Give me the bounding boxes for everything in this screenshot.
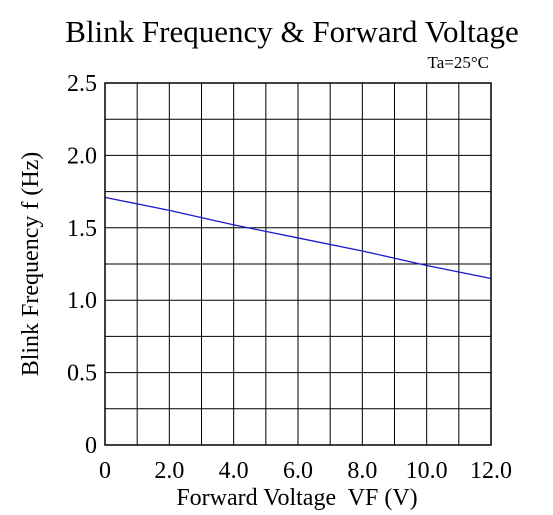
y-tick-label: 0 bbox=[85, 433, 97, 459]
grid bbox=[105, 83, 491, 445]
y-tick-label: 2.0 bbox=[67, 143, 97, 169]
series-layer bbox=[104, 196, 492, 280]
y-tick-labels: 0 0.5 1.0 1.5 2.0 2.5 bbox=[67, 71, 97, 459]
y-tick-label: 1.5 bbox=[67, 216, 97, 242]
plot-frame bbox=[104, 82, 492, 446]
x-tick-label: 10.0 bbox=[406, 458, 448, 484]
y-tick-label: 1.0 bbox=[67, 288, 97, 314]
x-tick-label: 4.0 bbox=[219, 458, 249, 484]
x-tick-label: 12.0 bbox=[470, 458, 512, 484]
y-axis-label: Blink Frequency f (Hz) bbox=[18, 152, 44, 377]
x-tick-labels: 0 2.0 4.0 6.0 8.0 10.0 12.0 bbox=[99, 458, 512, 484]
chart-title: Blink Frequency & Forward Voltage bbox=[65, 14, 518, 49]
x-tick-label: 8.0 bbox=[347, 458, 377, 484]
y-tick-label: 2.5 bbox=[67, 71, 97, 97]
temperature-note: Ta=25°C bbox=[428, 53, 489, 72]
x-tick-label: 2.0 bbox=[154, 458, 184, 484]
y-tick-label: 0.5 bbox=[67, 361, 97, 387]
x-tick-label: 6.0 bbox=[283, 458, 313, 484]
series-line bbox=[104, 196, 492, 280]
x-axis-label: Forward Voltage VF (V) bbox=[176, 485, 417, 511]
x-tick-label: 0 bbox=[99, 458, 111, 484]
